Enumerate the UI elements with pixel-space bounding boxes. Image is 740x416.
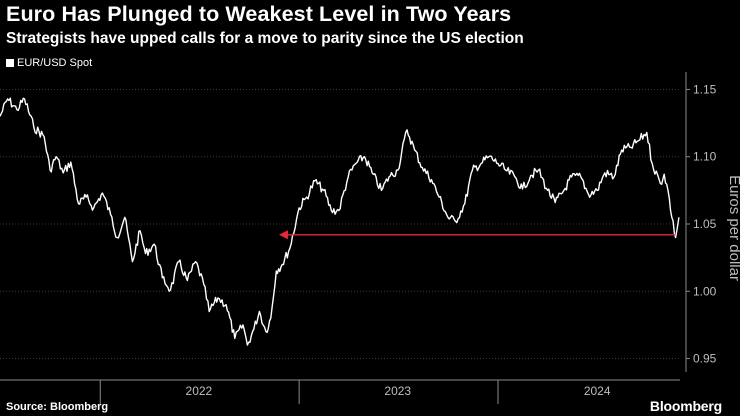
y-tick-label: 1.15 [693, 82, 717, 96]
annotation-arrow-head [278, 230, 288, 240]
brand-logo: Bloomberg [649, 398, 722, 414]
chart-title: Euro Has Plunged to Weakest Level in Two… [6, 2, 512, 26]
x-tick-label: 2023 [384, 384, 411, 398]
source-note: Source: Bloomberg [6, 401, 109, 413]
chart-subtitle: Strategists have upped calls for a move … [6, 30, 524, 47]
annotation-layer [278, 230, 676, 240]
x-tick-label: 2024 [584, 384, 611, 398]
axis-layer: 0.95 1.00 1.05 1.10 1.15 Euros per dollar 2022… [0, 72, 740, 404]
y-tick-label: 1.05 [693, 217, 717, 231]
y-tick-label: 1.00 [693, 284, 717, 298]
series-line-eurusd [0, 97, 680, 346]
x-tick-label: 2022 [186, 384, 213, 398]
legend-label: EUR/USD Spot [17, 57, 93, 69]
y-tick-label: 1.10 [693, 150, 717, 164]
legend-swatch [6, 59, 14, 67]
legend: EUR/USD Spot [6, 57, 92, 69]
y-tick-label: 0.95 [693, 352, 717, 366]
grid-layer [0, 88, 680, 360]
series-layer [0, 97, 680, 346]
y-axis-title: Euros per dollar [726, 175, 740, 281]
